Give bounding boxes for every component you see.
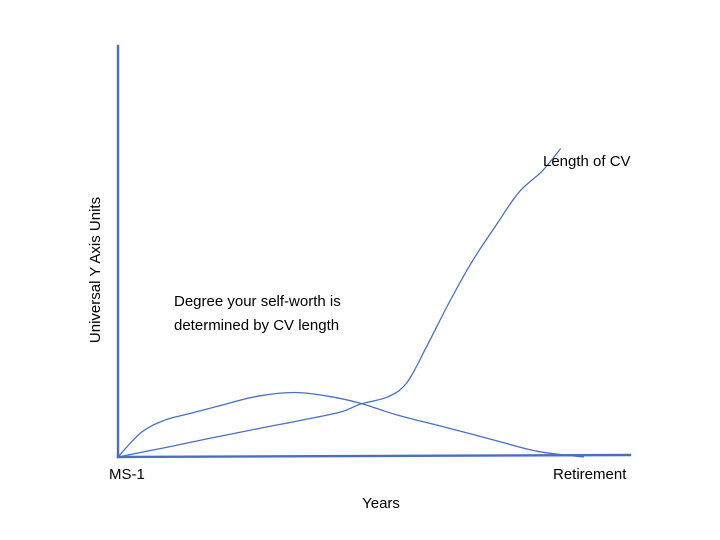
series-line-length-of-cv bbox=[117, 148, 562, 458]
series-label-self-worth-line-2: determined by CV length bbox=[174, 317, 339, 334]
x-axis bbox=[116, 453, 632, 459]
series-label-self-worth-line-1: Degree your self-worth is bbox=[174, 293, 341, 310]
x-tick-label-start: MS-1 bbox=[109, 466, 145, 483]
y-axis-label: Universal Y Axis Units bbox=[87, 197, 104, 343]
series-label-length-of-cv: Length of CV bbox=[543, 153, 631, 170]
x-axis-label: Years bbox=[362, 495, 400, 512]
series-line-self-worth bbox=[117, 391, 585, 458]
x-tick-label-end: Retirement bbox=[553, 466, 627, 483]
